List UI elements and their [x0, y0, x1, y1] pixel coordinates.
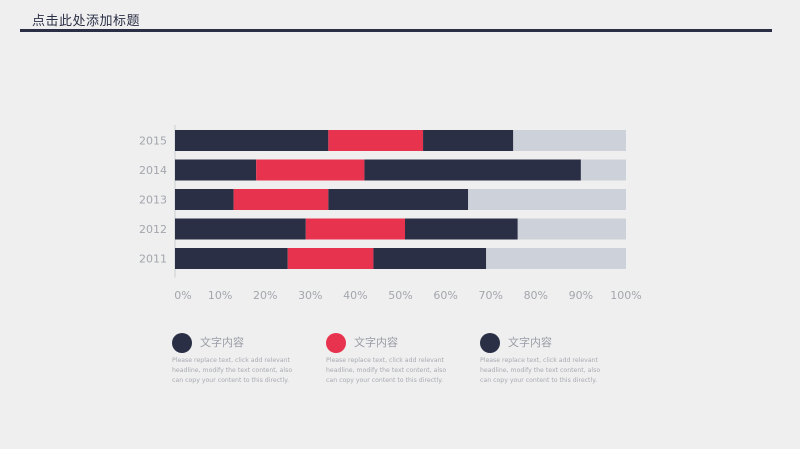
legend-dot-3	[480, 333, 500, 353]
bar-segment	[405, 218, 518, 240]
bar-segment	[256, 159, 365, 181]
bar-segment	[517, 218, 626, 240]
bar-segment	[287, 248, 374, 269]
bar-segment	[580, 159, 626, 181]
bar-segment	[175, 248, 288, 269]
bar-segment	[328, 189, 469, 210]
bar-segment	[175, 218, 306, 240]
legend-text-1: Please replace text, click add relevant …	[172, 357, 293, 384]
x-tick-label: 0%	[174, 289, 191, 302]
x-tick-label: 30%	[298, 289, 322, 302]
y-tick-label: 2014	[139, 164, 167, 177]
legend-text-2: Please replace text, click add relevant …	[326, 357, 447, 384]
bar-segment	[423, 130, 514, 151]
legend-dot-1	[172, 333, 192, 353]
bar-segment	[486, 248, 626, 269]
x-tick-label: 80%	[524, 289, 548, 302]
page-title: 点击此处添加标题	[32, 14, 141, 29]
x-tick-label: 10%	[208, 289, 232, 302]
legend-title-3: 文字内容	[508, 336, 552, 349]
x-tick-label: 100%	[610, 289, 641, 302]
bar-segment	[328, 130, 424, 151]
legend-title-1: 文字内容	[200, 336, 244, 349]
x-tick-label: 70%	[478, 289, 502, 302]
bar-segment	[175, 130, 329, 151]
legend-title-2: 文字内容	[354, 336, 398, 349]
y-tick-label: 2012	[139, 223, 167, 236]
bar-segment	[373, 248, 487, 269]
y-tick-label: 2013	[139, 194, 167, 207]
x-tick-label: 90%	[569, 289, 593, 302]
x-tick-label: 60%	[433, 289, 457, 302]
legend-dot-2	[326, 333, 346, 353]
bar-segment	[233, 189, 329, 210]
bar-segment	[468, 189, 626, 210]
y-tick-label: 2015	[139, 135, 167, 148]
x-tick-label: 50%	[388, 289, 412, 302]
y-tick-label: 2011	[139, 253, 167, 266]
x-tick-label: 40%	[343, 289, 367, 302]
bar-segment	[175, 159, 257, 181]
title-underline	[20, 29, 772, 32]
bar-segment	[513, 130, 626, 151]
bar-segment	[175, 189, 234, 210]
bar-segment	[305, 218, 406, 240]
legend-text-3: Please replace text, click add relevant …	[480, 357, 601, 384]
x-tick-label: 20%	[253, 289, 277, 302]
bar-segment	[364, 159, 581, 181]
